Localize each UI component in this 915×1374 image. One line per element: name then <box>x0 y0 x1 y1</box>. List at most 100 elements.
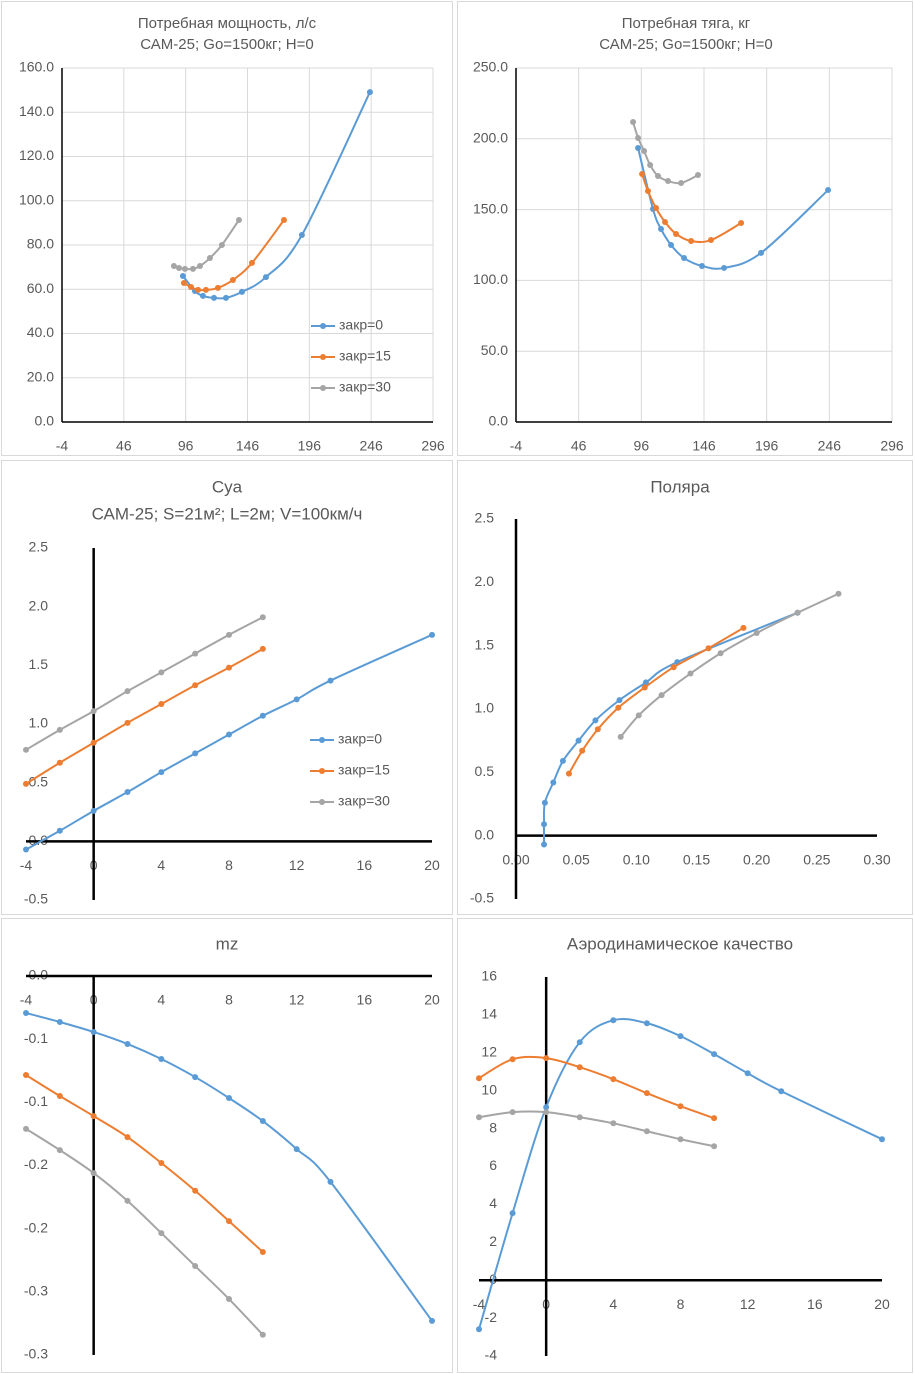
x-tick-label: 0.15 <box>683 851 710 867</box>
data-point <box>635 712 642 719</box>
y-tick-label: 2 <box>489 1233 497 1249</box>
x-tick-label: -4 <box>20 857 33 873</box>
y-tick-label: 0.0 <box>475 826 495 842</box>
data-point <box>192 682 199 689</box>
data-point <box>643 1090 650 1097</box>
data-point <box>543 1055 550 1062</box>
y-tick-label: -0.2 <box>24 1156 48 1172</box>
data-point <box>56 726 63 733</box>
series-line <box>637 147 829 270</box>
data-point <box>429 1317 435 1324</box>
x-tick-label: 20 <box>424 992 440 1008</box>
data-point <box>222 294 229 301</box>
data-point <box>175 265 182 272</box>
data-point <box>644 188 651 195</box>
data-point <box>124 1197 131 1204</box>
data-point <box>677 1033 684 1040</box>
x-tick-label: 20 <box>874 1296 890 1312</box>
x-tick-label: 4 <box>157 857 165 873</box>
panel <box>1 460 453 915</box>
x-tick-label: -4 <box>56 438 69 454</box>
y-tick-label: 100.0 <box>19 191 54 207</box>
chart-title: Аэродинамическое качество <box>567 934 793 953</box>
data-point <box>23 846 29 853</box>
data-point <box>711 1115 718 1122</box>
data-point <box>576 1039 583 1046</box>
data-point <box>179 272 186 279</box>
data-point <box>610 1076 617 1083</box>
legend-marker <box>319 799 325 805</box>
data-point <box>652 205 659 212</box>
x-tick-label: 246 <box>818 438 842 454</box>
data-point <box>681 255 688 262</box>
x-tick-label: 296 <box>880 438 904 454</box>
data-point <box>226 1296 232 1303</box>
x-tick-label: 46 <box>571 438 587 454</box>
data-point <box>673 230 680 237</box>
chart-title: Cya <box>212 477 243 496</box>
data-point <box>794 609 801 616</box>
data-point <box>662 219 669 226</box>
data-point <box>476 1326 482 1333</box>
data-point <box>90 739 97 746</box>
data-point <box>180 280 187 287</box>
x-tick-label: 12 <box>289 992 305 1008</box>
data-point <box>56 1093 63 1100</box>
legend-label: закр=0 <box>339 317 383 333</box>
data-point <box>658 692 665 699</box>
data-point <box>192 1187 199 1194</box>
data-point <box>698 262 705 269</box>
data-point <box>90 708 97 715</box>
x-tick-label: 0.25 <box>803 851 830 867</box>
data-point <box>758 249 765 256</box>
data-point <box>197 263 204 270</box>
data-point <box>594 726 601 733</box>
y-tick-label: 8 <box>489 1119 497 1135</box>
data-point <box>199 292 206 299</box>
x-tick-label: 96 <box>634 438 650 454</box>
panel <box>1 918 453 1373</box>
data-point <box>238 288 245 295</box>
x-tick-label: 296 <box>421 438 445 454</box>
x-tick-label: 4 <box>157 992 165 1008</box>
data-point <box>642 679 649 686</box>
series-line <box>478 1017 883 1330</box>
data-point <box>835 590 842 597</box>
y-tick-label: 150.0 <box>473 200 508 216</box>
legend-label: закр=0 <box>338 731 382 747</box>
data-point <box>23 780 29 787</box>
y-tick-label: 2.0 <box>475 573 495 589</box>
data-point <box>639 171 646 178</box>
data-point <box>744 1070 751 1077</box>
y-tick-label: 1.0 <box>475 700 495 716</box>
data-point <box>476 1114 482 1121</box>
series-line <box>25 1012 433 1322</box>
panel <box>1 1 453 456</box>
x-tick-label: 16 <box>807 1296 823 1312</box>
y-tick-label: 140.0 <box>19 103 54 119</box>
data-point <box>721 264 728 271</box>
data-point <box>214 284 221 291</box>
x-tick-label: 46 <box>116 438 132 454</box>
legend-label: закр=15 <box>338 762 390 778</box>
data-point <box>170 263 177 270</box>
x-tick-label: 0.20 <box>743 851 770 867</box>
data-point <box>635 145 642 152</box>
data-point <box>259 712 266 719</box>
x-tick-label: 0.10 <box>623 851 650 867</box>
y-tick-label: 100.0 <box>473 271 508 287</box>
data-point <box>158 669 165 676</box>
y-tick-label: -0.3 <box>24 1346 48 1362</box>
data-point <box>688 238 695 245</box>
chart-subtitle: САМ-25; S=21м²; L=2м; V=100км/ч <box>92 504 363 523</box>
chart-title: Поляра <box>650 477 710 496</box>
data-point <box>218 242 225 248</box>
series-line <box>25 1128 264 1336</box>
y-tick-label: 14 <box>481 1006 497 1022</box>
panel <box>457 1 913 456</box>
y-tick-label: 120.0 <box>19 147 54 163</box>
data-point <box>576 1114 583 1121</box>
data-point <box>56 1018 63 1025</box>
data-point <box>678 179 685 186</box>
data-point <box>543 1104 550 1111</box>
